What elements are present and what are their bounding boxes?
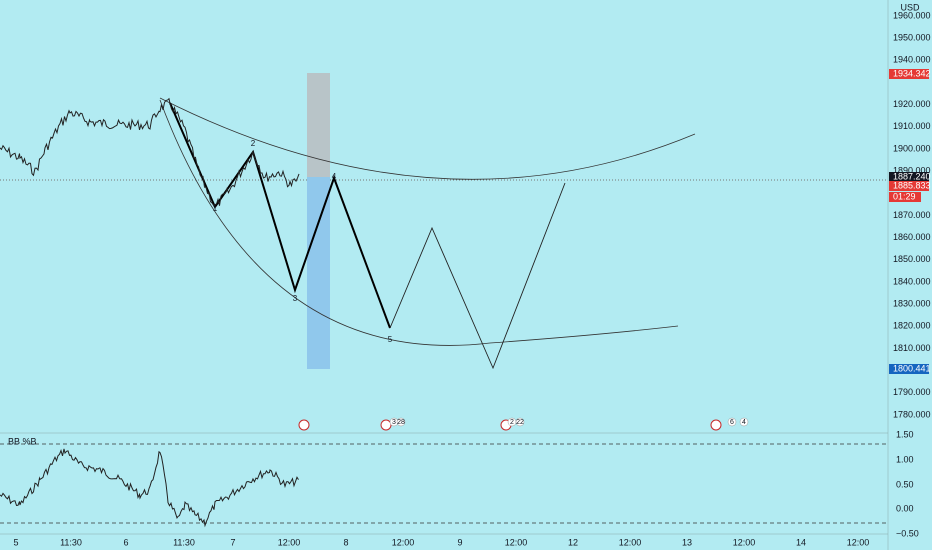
wave-label: 4 [332, 172, 337, 181]
price-tick-label: 1810.000 [893, 343, 931, 353]
price-tag-bg [889, 181, 929, 191]
price-tag: 1885.833 [893, 180, 931, 190]
price-tag: 1887.240 [893, 171, 931, 181]
price-tick-label: 1920.000 [893, 99, 931, 109]
price-tick-label: 1940.000 [893, 55, 931, 65]
event-count: 3 [392, 419, 396, 426]
price-tick-label: 1950.000 [893, 33, 931, 43]
price-tick-label: 1780.000 [893, 409, 931, 419]
indicator-tick-label: 0.50 [896, 479, 914, 489]
wave-label: 5 [388, 335, 393, 344]
event-badge [727, 417, 737, 427]
time-label: 11:30 [60, 537, 82, 547]
price-tick-label: 1790.000 [893, 387, 931, 397]
event-count: 6 [730, 419, 734, 426]
event-badge [515, 417, 525, 427]
price-tag-bg [889, 192, 921, 202]
time-label: 12:00 [619, 537, 642, 547]
range-box-lower [307, 177, 330, 369]
time-label: 13 [682, 537, 692, 547]
price-tick-label: 1910.000 [893, 121, 931, 131]
price-tick-label: 1820.000 [893, 321, 931, 331]
time-label: 12:00 [278, 537, 301, 547]
price-series [0, 97, 300, 206]
time-label: 12:00 [505, 537, 528, 547]
time-label: 8 [343, 537, 348, 547]
time-label: 7 [230, 537, 235, 547]
price-tick-label: 1900.000 [893, 143, 931, 153]
wave-label: 2 [251, 139, 256, 148]
event-badge [739, 417, 749, 427]
indicator-name: BB %B [8, 436, 37, 446]
price-tick-label: 1850.000 [893, 254, 931, 264]
price-tag-bg [889, 364, 929, 374]
price-tick-label: 1840.000 [893, 276, 931, 286]
projection-path [389, 182, 566, 370]
range-box-upper [307, 73, 330, 177]
event-count: 4 [742, 419, 746, 426]
time-label: 12:00 [847, 537, 870, 547]
event-count: 2 [510, 419, 514, 426]
indicator-tick-label: 1.00 [896, 454, 914, 464]
price-tag: 1934.342 [893, 68, 931, 78]
event-count: 22 [516, 419, 524, 426]
price-tick-label: 1870.000 [893, 210, 931, 220]
time-label: 11:30 [173, 537, 195, 547]
currency: USD [900, 2, 920, 12]
wave-label: 3 [293, 294, 298, 303]
price-tick-label: 1890.000 [893, 166, 931, 176]
price-tag-bg [889, 69, 929, 79]
indicator-tick-label: −0.50 [896, 528, 919, 538]
event-count: 28 [397, 419, 405, 426]
event-icon [380, 419, 392, 431]
time-label: 12 [568, 537, 578, 547]
event-badge [396, 417, 406, 427]
time-label: 14 [796, 537, 806, 547]
price-tick-label: 1830.000 [893, 299, 931, 309]
price-tag: 01:29 [893, 191, 916, 201]
time-label: 12:00 [733, 537, 756, 547]
indicator-tick-label: 0.00 [896, 503, 914, 513]
time-label: 6 [123, 537, 128, 547]
time-label: 9 [457, 537, 462, 547]
wave-path [169, 102, 391, 329]
time-label: 5 [13, 537, 18, 547]
upper-arc [159, 97, 696, 180]
price-tag: 1800.441 [893, 363, 931, 373]
indicator-series [0, 448, 299, 528]
indicator-tick-label: 1.50 [896, 429, 914, 439]
event-icon [710, 419, 722, 431]
event-icon [298, 419, 310, 431]
time-label: 12:00 [392, 537, 415, 547]
price-tick-label: 1960.000 [893, 10, 931, 20]
price-tag-bg [889, 172, 929, 182]
price-tick-label: 1860.000 [893, 232, 931, 242]
wave-label: 1 [213, 204, 218, 213]
lower-arc [159, 99, 679, 346]
